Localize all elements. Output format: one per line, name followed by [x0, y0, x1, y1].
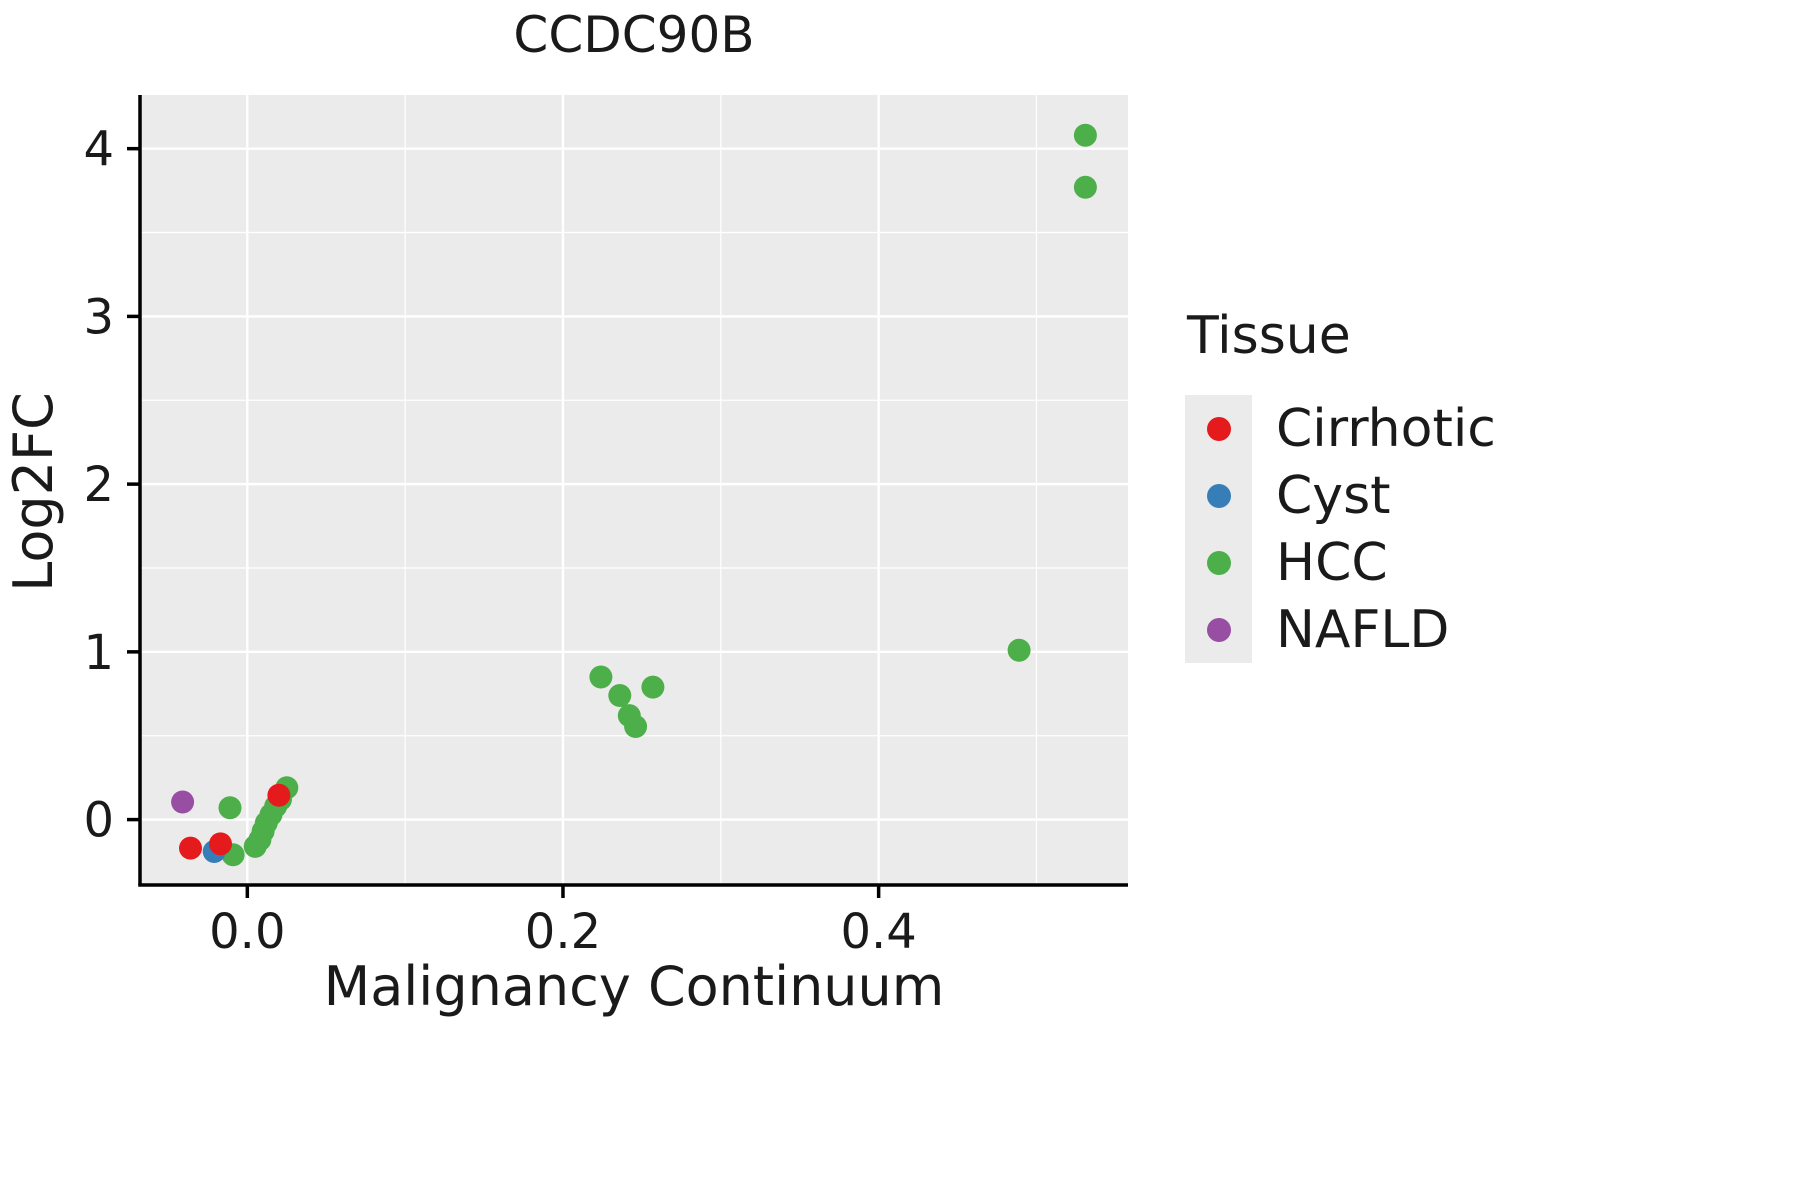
- data-point-hcc: [624, 715, 648, 738]
- legend-item-cirrhotic: Cirrhotic: [1185, 395, 1496, 463]
- legend-item-label: Cirrhotic: [1276, 398, 1496, 459]
- x-tick-label: 0.4: [840, 904, 916, 960]
- x-tick-label: 0.2: [525, 904, 601, 960]
- data-point-cirrhotic: [179, 836, 202, 860]
- data-point-hcc: [1073, 175, 1097, 199]
- legend-item-label: Cyst: [1276, 465, 1391, 526]
- data-point-nafld: [171, 790, 195, 814]
- legend-item-nafld: NAFLD: [1185, 596, 1496, 664]
- data-point-cirrhotic: [267, 783, 291, 807]
- legend-dot-icon: [1206, 550, 1231, 575]
- data-point-hcc: [218, 796, 242, 820]
- y-tick-label: 4: [83, 122, 114, 178]
- data-point-hcc: [589, 665, 613, 689]
- x-axis-label: Malignancy Continuum: [324, 955, 945, 1018]
- legend-title: Tissue: [1187, 306, 1351, 366]
- data-point-cirrhotic: [209, 832, 232, 856]
- data-points: [171, 123, 1097, 867]
- y-tick-label: 1: [83, 625, 114, 681]
- data-point-hcc: [608, 684, 632, 707]
- minor-gridlines: [140, 95, 1128, 885]
- legend-key: [1185, 596, 1252, 664]
- legend-dot-icon: [1206, 617, 1231, 642]
- x-tick-labels: 0.0 0.2 0.4: [209, 904, 917, 960]
- legend-dot-icon: [1206, 483, 1231, 508]
- tick-marks: [127, 146, 881, 898]
- y-tick-label: 2: [83, 457, 114, 513]
- y-axis-label: Log2FC: [2, 392, 65, 592]
- data-point-hcc: [641, 675, 665, 699]
- legend-item-label: NAFLD: [1276, 599, 1450, 660]
- y-tick-label: 0: [83, 793, 114, 849]
- legend-items: Cirrhotic Cyst HCC NAFLD: [1185, 395, 1496, 664]
- data-point-hcc: [1007, 638, 1031, 662]
- plot-panel: [140, 95, 1128, 885]
- legend-item-label: HCC: [1276, 532, 1388, 593]
- x-tick-label: 0.0: [209, 904, 285, 960]
- legend-dot-icon: [1206, 416, 1231, 441]
- legend-key: [1185, 462, 1252, 530]
- y-tick-label: 3: [83, 289, 114, 345]
- chart-title: CCDC90B: [513, 6, 754, 64]
- legend: Tissue Cirrhotic Cyst HCC NAFLD: [1185, 306, 1496, 664]
- legend-item-cyst: Cyst: [1185, 462, 1496, 530]
- legend-item-hcc: HCC: [1185, 529, 1496, 597]
- major-gridlines: [140, 95, 1128, 885]
- legend-key: [1185, 395, 1252, 463]
- data-point-hcc: [1073, 123, 1097, 147]
- y-tick-labels: 0 1 2 3 4: [83, 122, 114, 849]
- legend-key: [1185, 529, 1252, 597]
